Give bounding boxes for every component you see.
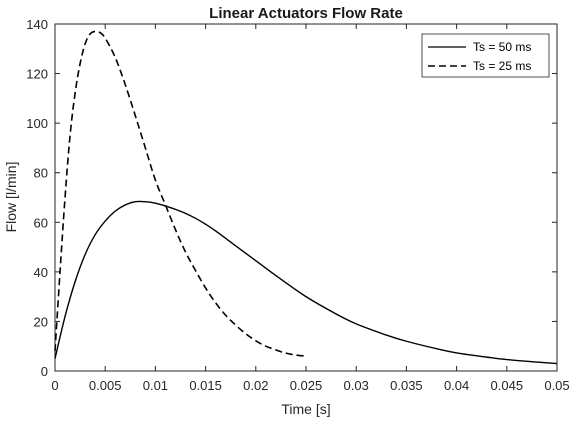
- x-tick-label: 0.045: [491, 378, 524, 393]
- x-tick-label: 0.015: [189, 378, 222, 393]
- y-tick-label: 20: [34, 314, 48, 329]
- legend-label-ts-25: Ts = 25 ms: [473, 59, 531, 73]
- x-tick-label: 0.035: [390, 378, 423, 393]
- x-tick-label: 0.005: [89, 378, 122, 393]
- y-tick-label: 120: [26, 67, 48, 82]
- legend: Ts = 50 ms Ts = 25 ms: [421, 33, 550, 78]
- y-tick-label: 0: [41, 364, 48, 379]
- x-tick-label: 0.02: [243, 378, 268, 393]
- x-axis-label: Time [s]: [281, 401, 330, 417]
- x-tick-label: 0.01: [143, 378, 168, 393]
- y-tick-label: 60: [34, 215, 48, 230]
- y-tick-label: 140: [26, 17, 48, 32]
- series-line-ts-50-ms: [54, 200, 558, 365]
- legend-box: [421, 33, 550, 78]
- chart-title: Linear Actuators Flow Rate: [209, 5, 403, 22]
- axis-ticks: 0 0.005 0.01 0.015 0.02 0.025 0.03 0.035 0.04 0.0…: [26, 17, 569, 393]
- x-tick-label: 0.05: [544, 378, 569, 393]
- x-tick-label: 0: [51, 378, 58, 393]
- y-tick-label: 80: [34, 166, 48, 181]
- y-axis-label: Flow [l/min]: [3, 162, 19, 233]
- plot-area: [54, 23, 558, 372]
- x-tick-label: 0.025: [290, 378, 323, 393]
- series-line-ts-25-ms: [54, 30, 307, 357]
- x-tick-label: 0.04: [444, 378, 469, 393]
- legend-label-ts-50: Ts = 50 ms: [473, 40, 531, 54]
- y-tick-label: 100: [26, 116, 48, 131]
- series-layer: [54, 30, 558, 365]
- x-tick-label: 0.03: [344, 378, 369, 393]
- y-tick-label: 40: [34, 265, 48, 280]
